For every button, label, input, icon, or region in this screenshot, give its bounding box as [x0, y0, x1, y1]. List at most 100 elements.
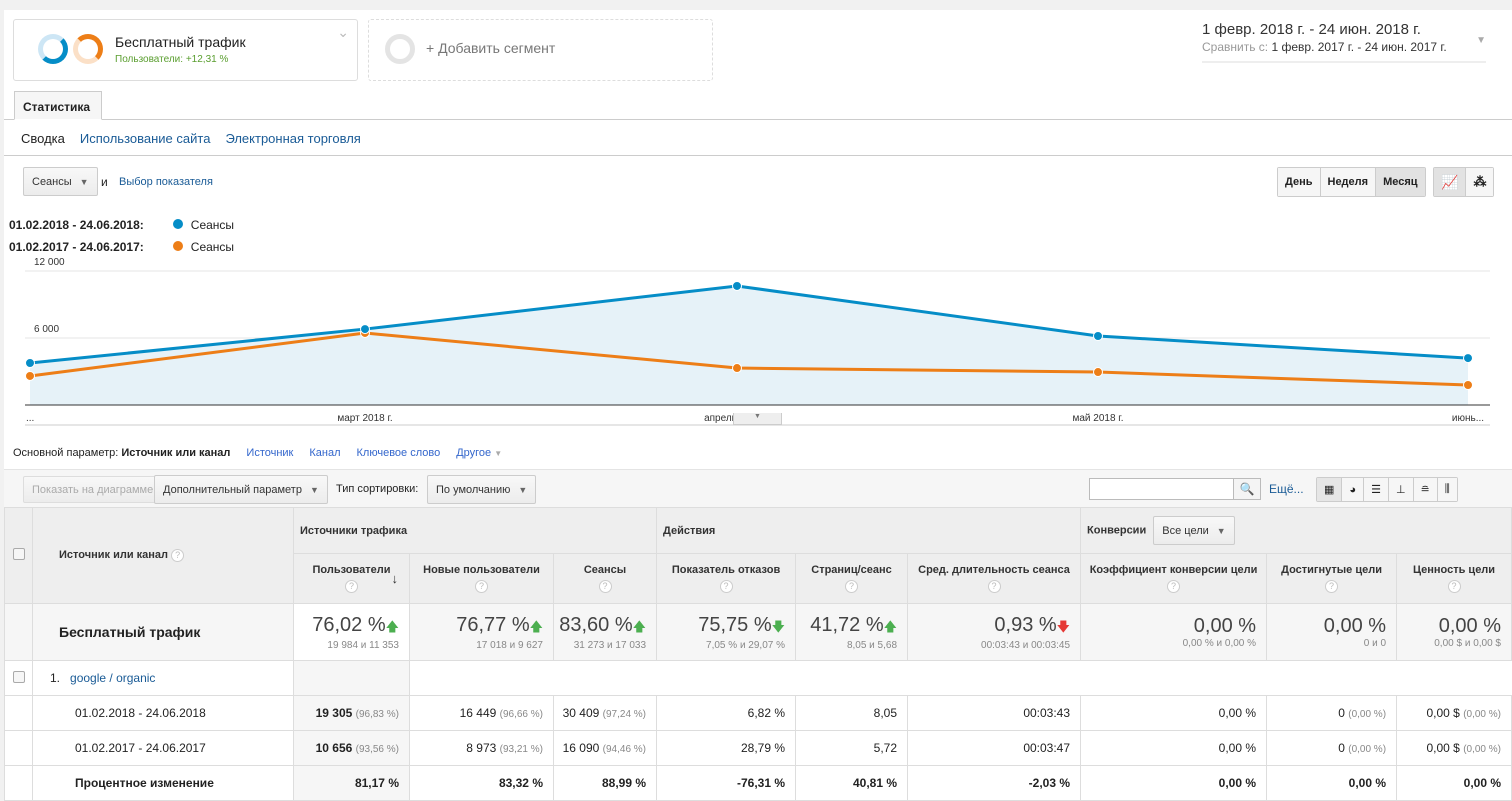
cell-value: 16 449 — [459, 706, 497, 720]
cell-value: 00:03:43 — [1023, 706, 1071, 720]
legend-range: 01.02.2017 - 24.06.2017: — [9, 240, 144, 254]
secondary-dimension-label: Дополнительный параметр — [163, 483, 302, 496]
choose-metric-link[interactable]: Выбор показателя — [119, 176, 213, 188]
help-icon[interactable]: ? — [345, 580, 358, 593]
summary-cell: 0,00 % 0,00 $ и 0,00 $ — [1396, 603, 1512, 661]
collapse-chart-handle[interactable]: ▼ — [733, 413, 782, 425]
x-tick-label: март 2018 г. — [337, 413, 392, 424]
table-cell: 0 (0,00 %) — [1266, 695, 1398, 731]
period-month[interactable]: Месяц — [1376, 168, 1425, 196]
help-icon[interactable]: ? — [1447, 580, 1461, 593]
summary-cell: 41,72 %🡅 8,05 и 5,68 — [795, 603, 909, 661]
table-cell: 0,00 $ (0,00 %) — [1396, 695, 1512, 731]
cell-value: 83,32 % — [498, 776, 543, 790]
table-cell: 40,81 % — [795, 765, 909, 801]
sort-type-value: По умолчанию — [436, 483, 511, 496]
summary-compare: 0 и 0 — [1363, 638, 1387, 649]
arrow-down-icon: 🡇 — [771, 618, 786, 634]
performance-view-icon[interactable]: ☰ — [1364, 478, 1389, 501]
cell-percent: (94,46 %) — [602, 744, 647, 755]
data-point — [1093, 367, 1103, 378]
subnav-summary[interactable]: Сводка — [21, 131, 65, 146]
help-icon[interactable]: ? — [845, 580, 859, 593]
table-cell: 30 409 (97,24 %) — [552, 695, 658, 731]
more-options-link[interactable]: Ещё... — [1269, 482, 1304, 496]
dimension-header-label: Источник или канал — [59, 549, 169, 561]
summary-label: Бесплатный трафик — [32, 603, 294, 661]
table-cell: 8,05 — [795, 695, 909, 731]
term-cloud-view-icon[interactable]: ≘ — [1413, 478, 1438, 501]
goal-select[interactable]: Все цели ▼ — [1153, 516, 1235, 545]
metric-select-label: Сеансы — [32, 175, 72, 188]
help-icon[interactable]: ? — [598, 580, 612, 593]
row-source-link[interactable]: google / organic — [70, 671, 156, 685]
column-header[interactable]: Страниц/сеанс? — [795, 553, 909, 604]
row-checkbox[interactable] — [12, 670, 25, 683]
help-icon[interactable]: ? — [1167, 580, 1181, 593]
segment-ring-icon — [38, 34, 68, 64]
summary-compare: 17 018 и 9 627 — [476, 639, 543, 651]
column-header[interactable]: Коэффициент конверсии цели? — [1080, 553, 1268, 604]
help-icon[interactable]: ? — [171, 549, 185, 562]
cell-value: 19 305 — [315, 706, 353, 720]
segment-card[interactable]: Бесплатный трафик Пользователи: +12,31 %… — [13, 19, 358, 81]
caret-icon: ▼ — [309, 484, 319, 495]
summary-cell: 83,60 %🡅 31 273 и 17 033 — [552, 603, 658, 661]
compare-label: Сравнить с: — [1202, 40, 1269, 54]
compare-range: 1 февр. 2017 г. - 24 июн. 2017 г. — [1271, 40, 1447, 54]
column-header[interactable]: Пользователи? ↓ — [293, 553, 410, 604]
select-all-checkbox[interactable] — [12, 548, 25, 560]
subnav-ecommerce[interactable]: Электронная торговля — [225, 131, 361, 146]
dimension-header[interactable]: Источник или канал ? — [32, 507, 294, 604]
arrow-up-icon: 🡅 — [632, 618, 647, 634]
metric-select[interactable]: Сеансы ▼ — [23, 167, 98, 196]
cell-value: 8 973 — [466, 741, 497, 755]
comparison-view-icon[interactable]: ⊥ — [1388, 478, 1414, 501]
table-cell: 10 656 (93,56 %) — [293, 730, 410, 766]
line-chart-icon[interactable]: 📈 — [1434, 168, 1467, 196]
plot-rows-button[interactable]: Показать на диаграмме — [23, 476, 163, 503]
help-icon[interactable]: ? — [475, 580, 488, 593]
pie-view-icon[interactable]: ◕ — [1342, 478, 1365, 501]
cell-value: 16 090 — [562, 741, 600, 755]
tab-statistics[interactable]: Статистика — [14, 91, 102, 120]
and-label: и — [101, 175, 108, 189]
column-header-label: Ценность цели — [1412, 564, 1496, 576]
summary-compare: 00:03:43 и 00:03:45 — [981, 639, 1071, 651]
column-header[interactable]: Сеансы? — [552, 553, 658, 604]
motion-chart-icon[interactable]: ⁂ — [1466, 168, 1494, 196]
dimension-channel[interactable]: Канал — [309, 447, 341, 459]
dimension-other[interactable]: Другое ▼ — [456, 447, 503, 459]
dimension-source[interactable]: Источник — [246, 447, 294, 459]
help-icon[interactable]: ? — [987, 580, 1001, 593]
search-icon[interactable]: 🔍 — [1233, 478, 1261, 500]
column-header[interactable]: Показатель отказов? — [656, 553, 797, 604]
period-week[interactable]: Неделя — [1320, 168, 1377, 196]
data-point — [25, 358, 35, 369]
sort-type-select[interactable]: По умолчанию ▼ — [427, 475, 537, 504]
column-header[interactable]: Достигнутые цели? — [1266, 553, 1398, 604]
column-header[interactable]: Новые пользователи? — [409, 553, 554, 604]
data-table-view-icon[interactable]: ▦ — [1317, 478, 1343, 501]
sort-type-label: Тип сортировки: — [336, 483, 419, 495]
date-range-picker[interactable]: 1 февр. 2018 г. - 24 июн. 2018 г. Сравни… — [1202, 21, 1486, 63]
sort-arrow-icon[interactable]: ↓ — [391, 571, 399, 586]
table-cell: 16 090 (94,46 %) — [552, 730, 658, 766]
table-search-input[interactable] — [1089, 478, 1234, 500]
add-segment-button[interactable]: + Добавить сегмент — [368, 19, 713, 81]
table-cell: 00:03:43 — [907, 695, 1082, 731]
help-icon[interactable]: ? — [1325, 580, 1339, 593]
help-icon[interactable]: ? — [719, 580, 733, 593]
period-day[interactable]: День — [1278, 168, 1321, 196]
arrow-down-icon: 🡇 — [1056, 618, 1071, 634]
cell-percent: (96,83 %) — [355, 709, 399, 720]
pivot-view-icon[interactable]: ⫼ — [1437, 478, 1457, 501]
column-header[interactable]: Сред. длительность сеанса? — [907, 553, 1082, 604]
subnav-site-usage[interactable]: Использование сайта — [79, 131, 211, 146]
column-header[interactable]: Ценность цели? — [1396, 553, 1512, 604]
secondary-dimension-select[interactable]: Дополнительный параметр ▼ — [154, 475, 328, 504]
cell-value: 88,99 % — [601, 776, 647, 790]
chevron-down-icon[interactable]: ⌄ — [337, 24, 349, 40]
dimension-keyword[interactable]: Ключевое слово — [356, 447, 441, 459]
cell-value: 8,05 — [873, 706, 898, 720]
